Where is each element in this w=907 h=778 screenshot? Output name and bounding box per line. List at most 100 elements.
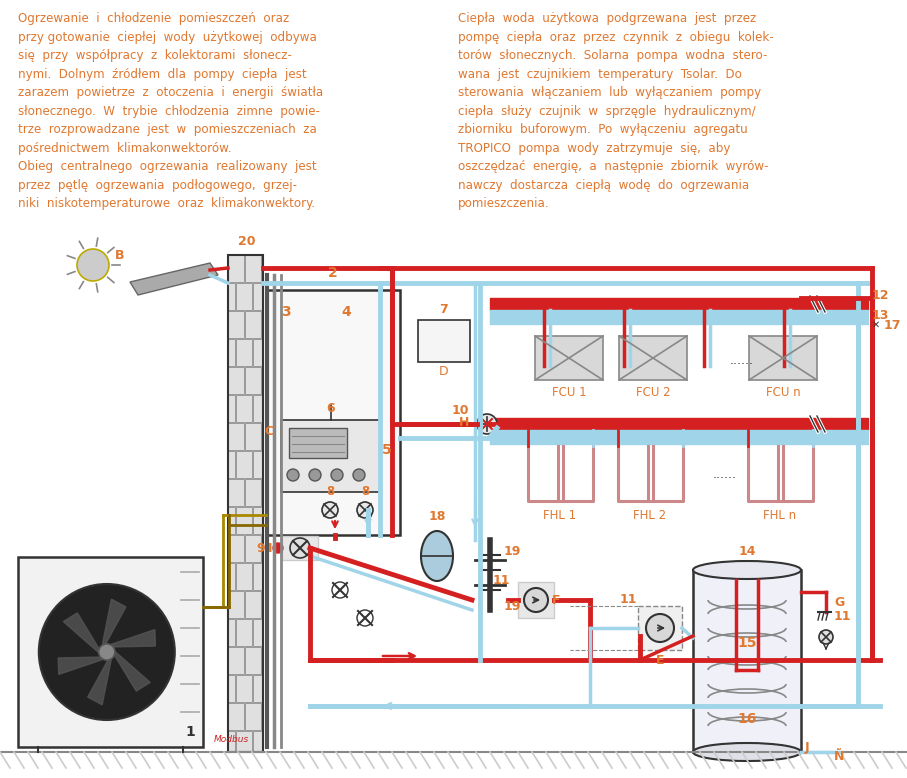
Bar [245, 423, 261, 450]
Bar [228, 255, 263, 752]
Bar [228, 395, 235, 422]
Bar [236, 451, 252, 478]
Text: B: B [115, 249, 124, 262]
Text: I: I [268, 541, 272, 555]
Text: 3: 3 [281, 305, 291, 319]
Text: FCU 2: FCU 2 [636, 386, 670, 399]
Text: 11: 11 [834, 611, 852, 623]
Bar [236, 507, 252, 534]
Text: 4: 4 [341, 305, 351, 319]
Bar [228, 647, 244, 674]
Bar [245, 591, 261, 618]
Polygon shape [88, 660, 112, 705]
Text: FCU 1: FCU 1 [551, 386, 586, 399]
Text: 19: 19 [504, 545, 522, 558]
Bar [253, 731, 263, 752]
Bar [228, 619, 235, 646]
Text: G: G [834, 595, 844, 608]
Text: ......: ...... [713, 468, 737, 481]
Text: 8: 8 [361, 485, 369, 498]
Text: 11: 11 [493, 573, 510, 587]
Circle shape [99, 644, 115, 661]
Polygon shape [102, 599, 126, 644]
Text: Obieg  centralnego  ogrzewania  realizowany  jest
przez  pętlę  ogrzewania  podł: Obieg centralnego ogrzewania realizowany… [18, 160, 317, 210]
Bar [236, 675, 252, 702]
Bar [262, 311, 263, 338]
Text: Modbus: Modbus [214, 735, 249, 745]
Bar [693, 570, 801, 752]
Bar [228, 731, 235, 752]
Text: Ciepła  woda  użytkowa  podgrzewana  jest  przez
pompę  ciepła  oraz  przez  czy: Ciepła woda użytkowa podgrzewana jest pr… [458, 12, 774, 210]
Text: 10: 10 [452, 404, 469, 416]
Bar [535, 336, 603, 380]
Bar [266, 290, 400, 535]
Text: 18: 18 [428, 510, 445, 523]
Ellipse shape [693, 743, 801, 761]
Circle shape [819, 630, 833, 644]
Circle shape [273, 543, 283, 553]
Text: C: C [265, 425, 274, 438]
Circle shape [290, 538, 310, 558]
Text: 20: 20 [239, 235, 256, 248]
Text: 15: 15 [737, 636, 756, 650]
Text: 8: 8 [326, 485, 334, 498]
Circle shape [353, 469, 365, 481]
Bar [518, 582, 554, 618]
Polygon shape [130, 263, 218, 295]
Bar [253, 451, 263, 478]
Bar [619, 336, 687, 380]
Text: E: E [656, 654, 664, 667]
Ellipse shape [693, 561, 801, 579]
Bar [245, 255, 261, 282]
Text: 6: 6 [327, 402, 336, 415]
Text: 11: 11 [619, 593, 637, 606]
Text: 2: 2 [328, 266, 338, 280]
Polygon shape [112, 629, 155, 647]
Bar [282, 536, 318, 560]
Bar [262, 367, 263, 394]
Bar [245, 703, 261, 730]
Text: FHL n: FHL n [764, 509, 796, 522]
Text: ......: ...... [730, 353, 754, 366]
Bar [228, 675, 235, 702]
Text: FCU n: FCU n [766, 386, 800, 399]
Bar [228, 591, 244, 618]
Bar [289, 428, 347, 458]
Bar [228, 507, 235, 534]
Circle shape [357, 502, 373, 518]
Bar [262, 647, 263, 674]
Circle shape [287, 469, 299, 481]
Polygon shape [63, 613, 99, 652]
Circle shape [331, 469, 343, 481]
Bar [228, 367, 244, 394]
Bar [228, 283, 235, 310]
Text: 13: 13 [872, 309, 890, 321]
Circle shape [322, 502, 338, 518]
Text: 5: 5 [382, 443, 392, 457]
Bar [236, 339, 252, 366]
Text: 14: 14 [738, 545, 756, 558]
Bar [253, 563, 263, 590]
Polygon shape [115, 652, 151, 691]
Bar [236, 563, 252, 590]
Bar [245, 479, 261, 506]
Bar [245, 311, 261, 338]
Bar [236, 619, 252, 646]
Bar [418, 320, 470, 362]
Bar [18, 557, 203, 747]
Text: 16: 16 [737, 712, 756, 726]
Bar [253, 283, 263, 310]
Text: ✕: ✕ [872, 320, 880, 330]
Text: 19: 19 [504, 600, 522, 613]
Bar [253, 395, 263, 422]
Circle shape [309, 469, 321, 481]
Bar [228, 451, 235, 478]
Bar [236, 731, 252, 752]
Bar [228, 479, 244, 506]
Text: D: D [439, 365, 449, 378]
Text: F: F [552, 594, 561, 607]
Polygon shape [58, 657, 102, 675]
Bar [253, 675, 263, 702]
Text: 9: 9 [257, 541, 265, 555]
Text: Ñ: Ñ [834, 751, 844, 763]
